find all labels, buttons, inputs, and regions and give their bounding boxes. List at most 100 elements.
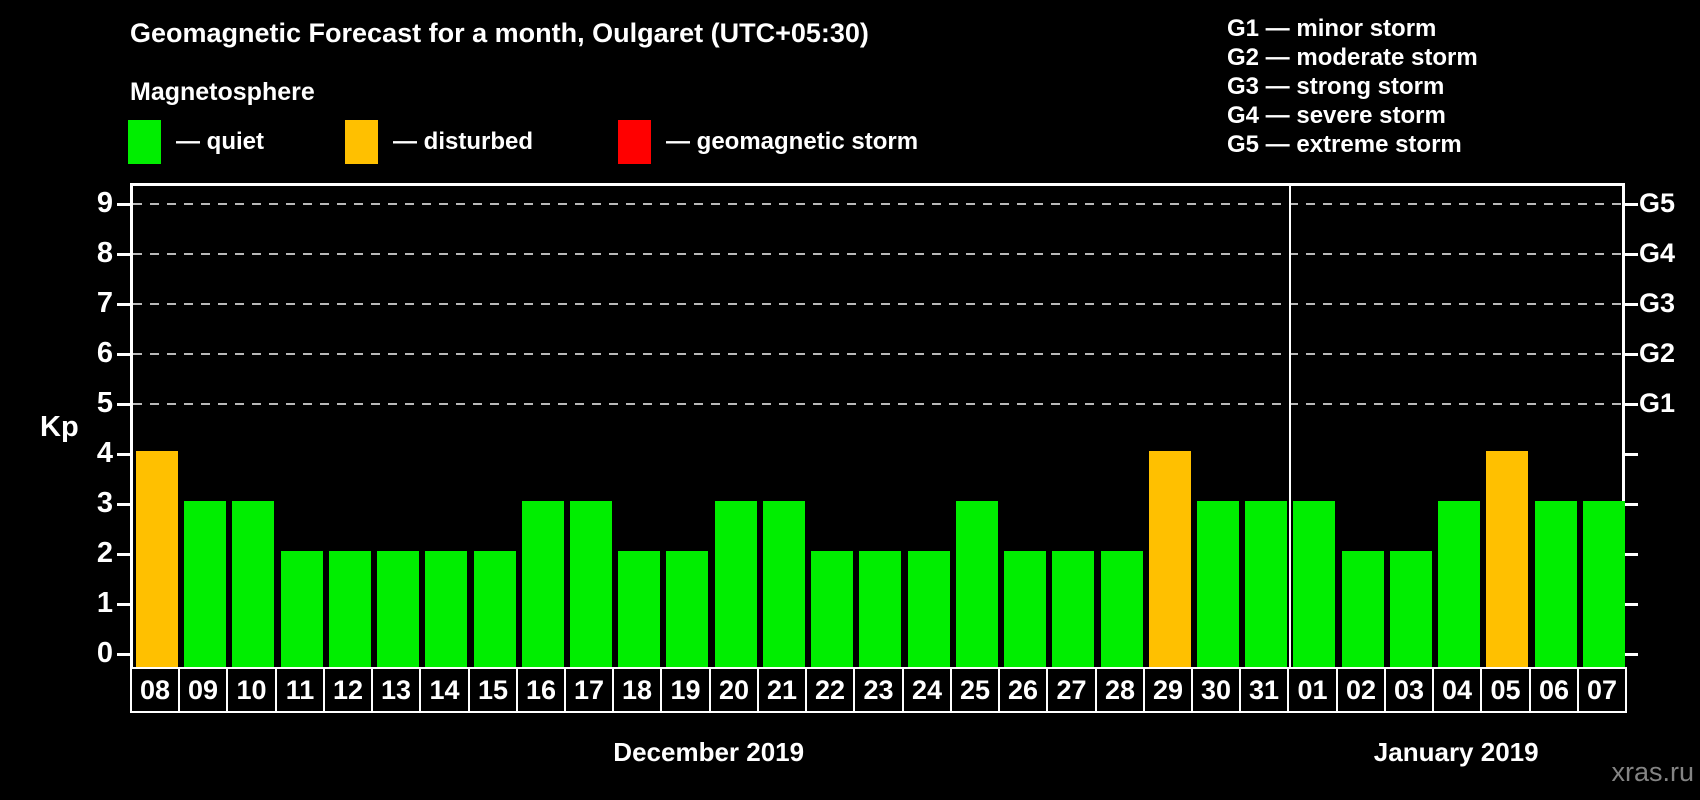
day-label-cell: 23 (853, 667, 904, 713)
legend-item-quiet: — quiet (128, 119, 264, 164)
day-label-cell: 29 (1143, 667, 1193, 713)
y-tick-label-6: 6 (96, 337, 113, 369)
y-tick-left-4 (117, 453, 130, 456)
day-label-cell: 24 (902, 667, 952, 713)
subtitle-magnetosphere: Magnetosphere (130, 78, 315, 106)
gridline-kp6 (133, 353, 1622, 355)
y-tick-right-3 (1625, 503, 1638, 506)
day-label-cell: 30 (1191, 667, 1241, 713)
y-tick-label-8: 8 (96, 237, 113, 269)
month-divider-line (1289, 186, 1292, 667)
legend-label-disturbed: — disturbed (393, 127, 534, 155)
day-label-cell: 03 (1384, 667, 1434, 713)
bar-day-13 (377, 551, 420, 667)
bar-day-11 (280, 551, 323, 667)
y-tick-left-3 (117, 503, 130, 506)
y-tick-right-4 (1625, 453, 1638, 456)
y-tick-right-9 (1625, 203, 1638, 206)
y-tick-label-9: 9 (96, 187, 113, 219)
storm-scale-item-g5: G5 — extreme storm (1227, 131, 1462, 158)
day-label-cell: 11 (275, 667, 325, 713)
gridline-kp8 (133, 253, 1622, 255)
bar-day-04 (1438, 501, 1481, 667)
bar-day-26 (1004, 551, 1047, 667)
bar-day-23 (859, 551, 902, 667)
bar-day-08 (136, 451, 178, 667)
bar-day-18 (618, 551, 661, 667)
month-label-january: January 2019 (1373, 737, 1539, 767)
y-tick-right-6 (1625, 353, 1638, 356)
y-axis-title-kp: Kp (40, 411, 79, 443)
day-label-cell: 14 (419, 667, 470, 713)
plot-area: 0 1 2 3 4 5 6 7 8 9 G5 G4 G3 G2 G1 (97, 183, 1675, 669)
y-tick-label-2: 2 (96, 537, 113, 569)
bar-day-21 (762, 501, 805, 667)
y-tick-label-3: 3 (96, 487, 113, 519)
bar-day-31 (1245, 501, 1288, 667)
bar-day-10 (232, 501, 275, 667)
y-tick-label-1: 1 (96, 587, 113, 619)
gridline-kp5 (133, 403, 1622, 405)
y-tick-label-0: 0 (96, 637, 113, 669)
bar-day-29 (1148, 451, 1191, 667)
y-tick-left-6 (117, 353, 130, 356)
day-label-cell: 04 (1432, 667, 1482, 713)
bar-day-19 (666, 551, 709, 667)
bar-day-02 (1341, 551, 1384, 667)
bar-day-05 (1486, 451, 1529, 667)
bar-day-25 (955, 501, 998, 667)
storm-scale-item-g4: G4 — severe storm (1227, 102, 1446, 129)
y-tick-right-7 (1625, 303, 1638, 306)
bar-day-24 (907, 551, 950, 667)
day-label-cell: 10 (226, 667, 277, 713)
y-tick-right-8 (1625, 253, 1638, 256)
watermark: xras.ru (1611, 757, 1694, 787)
legend-item-storm: — geomagnetic storm (618, 119, 918, 164)
bar-day-17 (570, 501, 613, 667)
bar-day-14 (425, 551, 468, 667)
g-level-label-g4: G4 (1639, 238, 1676, 268)
bar-day-06 (1534, 501, 1577, 667)
legend-label-quiet: — quiet (176, 127, 264, 155)
y-tick-left-2 (117, 553, 130, 556)
bar-day-30 (1196, 501, 1239, 667)
legend-item-disturbed: — disturbed (345, 119, 533, 164)
legend-swatch-disturbed (345, 119, 378, 164)
bar-day-27 (1052, 551, 1095, 667)
day-label-cell: 05 (1480, 667, 1531, 713)
day-label-cell: 08 (130, 667, 180, 713)
day-label-cell: 07 (1577, 667, 1627, 713)
day-label-cell: 25 (950, 667, 1000, 713)
day-label-cell: 15 (468, 667, 518, 713)
day-label-cell: 16 (516, 667, 566, 713)
day-label-cell: 20 (709, 667, 759, 713)
day-label-cell: 02 (1336, 667, 1386, 713)
gridline-kp9 (133, 203, 1622, 205)
y-tick-left-7 (117, 303, 130, 306)
storm-scale-legend: G1 — minor storm G2 — moderate storm G3 … (1227, 14, 1478, 159)
bar-day-07 (1582, 501, 1625, 667)
storm-scale-item-g1: G1 — minor storm (1227, 15, 1437, 42)
bar-day-01 (1293, 501, 1336, 667)
g-level-label-g1: G1 (1639, 388, 1676, 418)
y-tick-right-0 (1625, 653, 1638, 656)
day-label-cell: 21 (757, 667, 807, 713)
y-tick-right-5 (1625, 403, 1638, 406)
legend-swatch-storm (618, 119, 651, 164)
day-label-cell: 28 (1095, 667, 1145, 713)
y-tick-label-7: 7 (96, 287, 113, 319)
g-level-label-g5: G5 (1639, 188, 1676, 218)
day-label-cell: 09 (178, 667, 228, 713)
day-label-cell: 13 (371, 667, 421, 713)
day-label-cell: 12 (323, 667, 373, 713)
day-label-cell: 26 (998, 667, 1048, 713)
storm-scale-item-g3: G3 — strong storm (1227, 73, 1445, 100)
month-label-december: December 2019 (613, 737, 805, 767)
y-tick-left-5 (117, 403, 130, 406)
day-label-cell: 18 (612, 667, 662, 713)
y-tick-right-1 (1625, 603, 1638, 606)
bar-day-22 (811, 551, 854, 667)
storm-scale-item-g2: G2 — moderate storm (1227, 44, 1478, 71)
x-axis-day-labels: 08 09 10 11 12 13 14 15 16 17 18 19 20 21 22 23 24 25 26 27… (130, 667, 1627, 713)
